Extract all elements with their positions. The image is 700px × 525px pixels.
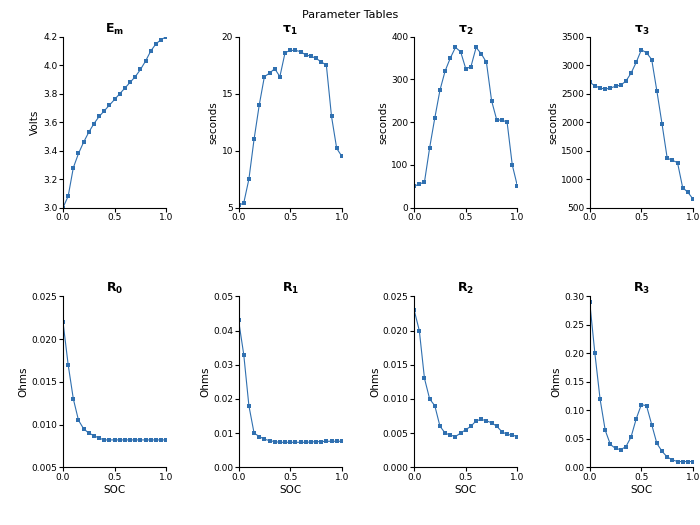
Y-axis label: seconds: seconds: [209, 101, 218, 143]
Y-axis label: seconds: seconds: [548, 101, 559, 143]
Title: $\mathbf{\tau_3}$: $\mathbf{\tau_3}$: [634, 24, 649, 37]
Title: $\mathbf{R_3}$: $\mathbf{R_3}$: [633, 281, 650, 296]
Title: $\mathbf{\tau_2}$: $\mathbf{\tau_2}$: [458, 24, 473, 37]
Y-axis label: Ohms: Ohms: [19, 366, 29, 397]
Y-axis label: seconds: seconds: [379, 101, 389, 143]
X-axis label: SOC: SOC: [279, 485, 301, 495]
Y-axis label: Ohms: Ohms: [200, 366, 210, 397]
Title: $\mathbf{R_0}$: $\mathbf{R_0}$: [106, 281, 123, 296]
Title: $\mathbf{R_2}$: $\mathbf{R_2}$: [457, 281, 475, 296]
X-axis label: SOC: SOC: [630, 485, 652, 495]
X-axis label: SOC: SOC: [104, 485, 126, 495]
Y-axis label: Ohms: Ohms: [552, 366, 561, 397]
X-axis label: SOC: SOC: [455, 485, 477, 495]
Title: $\mathbf{E_m}$: $\mathbf{E_m}$: [105, 22, 124, 37]
Title: $\mathbf{\tau_1}$: $\mathbf{\tau_1}$: [282, 24, 298, 37]
Title: $\mathbf{R_1}$: $\mathbf{R_1}$: [281, 281, 299, 296]
Y-axis label: Volts: Volts: [30, 110, 41, 135]
Text: Parameter Tables: Parameter Tables: [302, 10, 398, 20]
Y-axis label: Ohms: Ohms: [370, 366, 380, 397]
